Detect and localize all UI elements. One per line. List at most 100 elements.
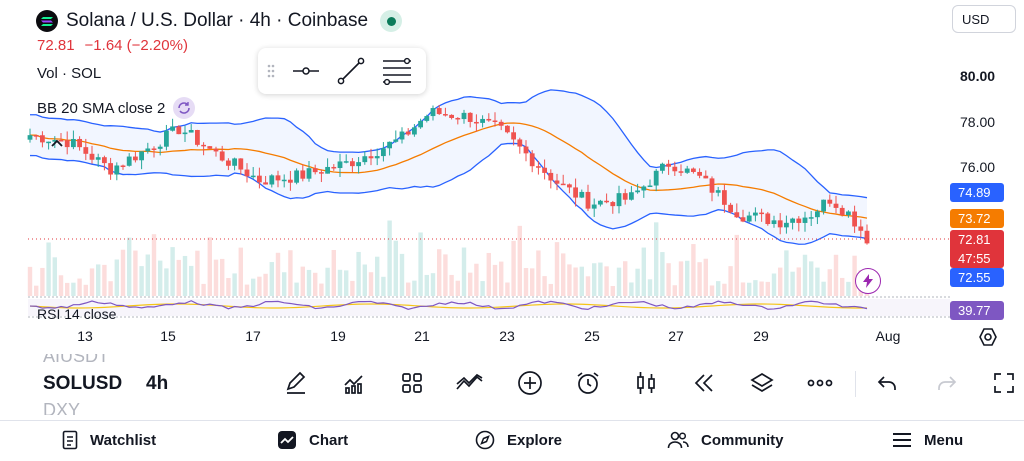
symbol-header[interactable]: Solana / U.S. Dollar · 4h · Coinbase xyxy=(36,8,403,34)
candle-body xyxy=(740,217,746,222)
nav-watchlist[interactable]: Watchlist xyxy=(62,429,156,451)
volume-bar xyxy=(771,273,777,296)
candle-body xyxy=(58,140,64,142)
candle-body xyxy=(523,146,529,154)
date-tick: 21 xyxy=(414,328,430,344)
candle-body xyxy=(746,215,752,222)
symbol-next[interactable]: DXY 1D xyxy=(43,400,80,415)
volume-bar xyxy=(616,267,622,296)
bb-upper-tag: 74.89 xyxy=(950,183,1004,202)
candle-body xyxy=(474,121,479,124)
undo-icon[interactable] xyxy=(870,365,906,401)
settings-hex-icon xyxy=(979,328,997,346)
trend-line-tool-icon[interactable] xyxy=(328,56,374,86)
volume-bar xyxy=(269,262,274,296)
candle-body xyxy=(424,116,430,121)
volume-bar xyxy=(759,281,764,296)
candle-body xyxy=(610,202,616,207)
drag-handle-icon[interactable] xyxy=(258,64,284,78)
quick-trade-button[interactable] xyxy=(855,268,881,294)
market-open-icon[interactable] xyxy=(380,10,403,32)
nav-explore[interactable]: Explore xyxy=(475,429,562,451)
alert-clock-icon[interactable] xyxy=(570,365,606,401)
candle-body xyxy=(201,144,206,147)
candle-body xyxy=(244,169,250,177)
candle-body xyxy=(64,140,70,148)
candle-body xyxy=(27,135,33,140)
volume-bar xyxy=(734,234,739,296)
candle-body xyxy=(734,212,740,218)
volume-bar xyxy=(52,257,57,296)
bb-fill xyxy=(30,89,867,245)
collapse-legend-button[interactable] xyxy=(46,133,68,153)
candle-body xyxy=(505,125,510,133)
volume-bar xyxy=(610,285,615,296)
currency-select[interactable]: USD xyxy=(952,5,1016,33)
candle-body xyxy=(207,146,213,149)
volume-bar xyxy=(672,285,677,296)
volume-bar xyxy=(133,250,138,296)
candle-body xyxy=(784,222,789,228)
volume-bar xyxy=(244,284,250,296)
indicators-icon[interactable] xyxy=(336,365,372,401)
community-icon xyxy=(667,431,689,449)
volume-bar xyxy=(846,281,851,296)
volume-bar xyxy=(802,254,808,296)
volume-bar xyxy=(58,275,64,296)
fullscreen-icon[interactable] xyxy=(986,365,1022,401)
chart-settings-button[interactable] xyxy=(976,325,1000,349)
candle-body xyxy=(666,163,671,167)
candle-body xyxy=(213,148,219,152)
volume-bar xyxy=(833,254,839,296)
currency-value: USD xyxy=(962,11,990,27)
volume-bar xyxy=(306,269,312,296)
add-icon[interactable] xyxy=(512,365,548,401)
trend-icon[interactable] xyxy=(452,365,488,401)
candle-body xyxy=(598,200,603,205)
volume-bar xyxy=(127,237,132,296)
horizontal-line-tool-icon[interactable] xyxy=(284,66,328,76)
volume-bar xyxy=(660,252,665,296)
price-chart[interactable] xyxy=(0,0,1024,350)
candle-body xyxy=(660,163,665,171)
candle-body xyxy=(579,191,585,198)
candle-body xyxy=(684,168,690,173)
pencil-icon[interactable] xyxy=(278,365,314,401)
nav-menu[interactable]: Menu xyxy=(892,429,963,451)
symbol-current[interactable]: SOLUSD 4h xyxy=(43,373,168,395)
nav-chart[interactable]: Chart xyxy=(277,429,348,451)
candles-icon[interactable] xyxy=(628,365,664,401)
candle-countdown-tag: 47:55 xyxy=(950,249,1004,268)
volume-bar xyxy=(579,266,584,296)
volume-bar xyxy=(393,240,398,296)
volume-bar xyxy=(530,268,535,296)
date-tick: 17 xyxy=(245,328,261,344)
symbol-prev[interactable]: AIUSDT 1h xyxy=(43,354,109,367)
bb-legend[interactable]: BB 20 SMA close 2 xyxy=(37,97,196,119)
fib-tool-icon[interactable] xyxy=(374,57,420,85)
volume-bar xyxy=(375,256,380,296)
volume-bar xyxy=(40,267,45,296)
candle-body xyxy=(480,118,485,123)
templates-icon[interactable] xyxy=(394,365,430,401)
candle-body xyxy=(182,132,188,135)
candle-body xyxy=(827,199,833,204)
watchlist-icon xyxy=(62,430,78,450)
date-tick: Aug xyxy=(875,328,901,344)
volume-bar xyxy=(257,276,262,296)
nav-community[interactable]: Community xyxy=(667,429,784,451)
volume-bar xyxy=(728,266,733,296)
candle-body xyxy=(108,163,113,175)
volume-bar xyxy=(573,267,578,296)
date-tick: 25 xyxy=(584,328,600,344)
replay-icon[interactable] xyxy=(686,365,722,401)
layers-icon[interactable] xyxy=(744,365,780,401)
volume-bar xyxy=(523,268,529,296)
candle-body xyxy=(461,112,467,120)
volume-bar xyxy=(697,262,702,296)
volume-legend[interactable]: Vol · SOL xyxy=(37,65,101,82)
candle-body xyxy=(728,204,733,213)
rsi-legend[interactable]: RSI 14 close xyxy=(37,306,116,322)
more-icon[interactable] xyxy=(802,365,838,401)
candle-body xyxy=(393,139,399,142)
